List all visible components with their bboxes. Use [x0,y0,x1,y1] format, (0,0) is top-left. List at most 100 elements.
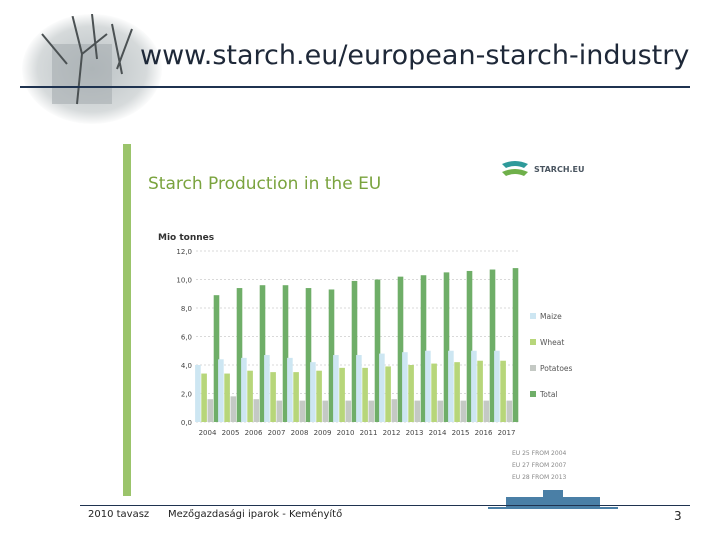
bar-potatoes-2017 [506,400,513,422]
bar-maize-2013 [402,352,408,422]
bar-potatoes-2012 [391,399,398,422]
page-url-title: www.starch.eu/european-starch-industry [140,40,690,71]
bar-maize-2007 [264,355,270,422]
bar-total-2007 [282,285,289,422]
bar-potatoes-2011 [368,400,375,422]
x-tick-label: 2015 [452,429,470,437]
bar-total-2015 [466,270,473,422]
y-tick-label: 8,0 [181,305,192,313]
legend-item-total: Total [530,381,572,407]
bar-total-2012 [397,276,404,422]
y-tick-label: 10,0 [176,277,192,285]
bar-wheat-2012 [385,366,391,422]
legend-item-maize: Maize [530,303,572,329]
x-tick-label: 2007 [268,429,286,437]
bar-wheat-2016 [477,360,483,422]
bar-total-2013 [420,275,427,422]
bar-wheat-2004 [201,373,207,422]
bar-potatoes-2004 [207,399,214,422]
bar-wheat-2017 [500,360,506,422]
starch-logo-icon [502,161,528,176]
x-tick-label: 2006 [245,429,263,437]
bar-potatoes-2010 [345,400,352,422]
bar-total-2006 [259,285,266,422]
x-tick-label: 2011 [360,429,378,437]
chart-accent-bar [123,144,131,496]
x-tick-label: 2017 [498,429,516,437]
legend-label: Wheat [540,337,565,347]
chart-legend: Maize Wheat Potatoes Total [530,303,572,407]
x-tick-label: 2014 [429,429,447,437]
legend-label: Total [540,389,558,399]
x-tick-label: 2008 [291,429,309,437]
bar-potatoes-2008 [299,400,306,422]
chart-note: EU 28 FROM 2013 [512,474,567,481]
bar-wheat-2009 [316,370,322,422]
bar-maize-2014 [425,350,431,422]
x-tick-label: 2010 [337,429,355,437]
bar-maize-2005 [218,359,224,422]
bar-total-2011 [374,279,381,422]
legend-label: Maize [540,311,562,321]
bar-maize-2008 [287,357,293,422]
university-building-logo [488,490,618,509]
y-tick-label: 0,0 [181,419,192,427]
y-tick-label: 12,0 [176,248,192,256]
chart-title: Starch Production in the EU [148,174,382,194]
bar-wheat-2011 [362,367,368,422]
x-tick-label: 2012 [383,429,401,437]
bar-wheat-2005 [224,373,230,422]
bar-potatoes-2005 [230,396,237,422]
legend-swatch [530,339,536,345]
bar-potatoes-2016 [483,400,490,422]
bar-wheat-2006 [247,370,253,422]
y-axis-label: Mio tonnes [158,233,215,243]
bar-total-2009 [328,289,335,422]
x-tick-label: 2005 [222,429,240,437]
bar-potatoes-2014 [437,400,444,422]
bar-potatoes-2015 [460,400,467,422]
footer-subject: Mezőgazdasági iparok - Keményítő [168,509,343,520]
bar-potatoes-2006 [253,399,260,422]
legend-item-wheat: Wheat [530,329,572,355]
y-tick-label: 4,0 [181,362,192,370]
bar-wheat-2015 [454,362,460,422]
bar-maize-2011 [356,355,362,422]
bar-maize-2015 [448,350,454,422]
bar-maize-2010 [333,355,339,422]
page-number: 3 [674,509,682,523]
legend-swatch [530,391,536,397]
tree-branches-illustration [41,14,133,105]
legend-swatch [530,313,536,319]
brand-name: STARCH.EU [534,164,585,174]
header-photo [22,14,162,124]
bar-wheat-2007 [270,372,276,422]
x-tick-label: 2013 [406,429,424,437]
legend-swatch [530,365,536,371]
legend-item-potatoes: Potatoes [530,355,572,381]
bar-wheat-2008 [293,372,299,422]
bar-potatoes-2009 [322,400,329,422]
bar-total-2017 [512,268,519,422]
bar-maize-2006 [241,357,247,422]
bar-total-2016 [489,269,496,422]
bar-maize-2012 [379,353,385,422]
chart-note: EU 27 FROM 2007 [512,462,567,469]
legend-label: Potatoes [540,363,573,373]
bar-potatoes-2007 [276,400,283,422]
x-tick-label: 2016 [475,429,493,437]
bar-total-2010 [351,280,358,422]
bar-wheat-2013 [408,365,414,422]
header-divider [20,86,690,88]
bar-total-2014 [443,272,450,422]
y-tick-label: 2,0 [181,391,192,399]
x-tick-label: 2009 [314,429,332,437]
bar-wheat-2014 [431,363,437,422]
starch-eu-logo: STARCH.EU [500,158,585,180]
footer-date: 2010 tavasz [88,509,150,520]
chart-note: EU 25 FROM 2004 [512,450,567,457]
bar-maize-2016 [471,350,477,422]
x-tick-label: 2004 [199,429,217,437]
footer-divider [80,505,690,506]
